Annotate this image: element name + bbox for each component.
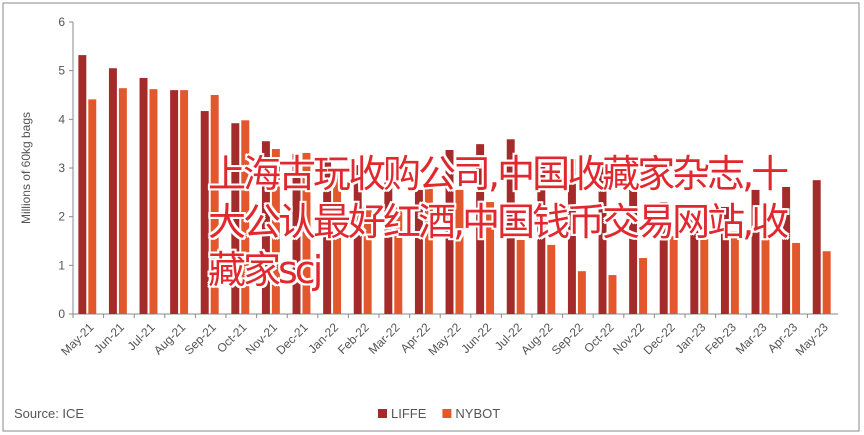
- x-tick-label: Sep-22: [549, 320, 586, 357]
- bar: [720, 206, 729, 314]
- bar: [567, 159, 576, 314]
- overlay-text: 上海古玩收购公司,中国收藏家杂志,十大公认最好红酒,中国钱币交易网站,收藏家sc…: [208, 152, 789, 292]
- legend-swatch: [378, 409, 387, 418]
- x-tick-label: Feb-23: [702, 320, 739, 357]
- y-axis-label: Millions of 60kg bags: [19, 112, 33, 224]
- bar: [629, 189, 638, 314]
- bar: [598, 167, 607, 314]
- x-tick-label: Jun-22: [458, 320, 494, 356]
- bar: [445, 149, 454, 314]
- bar: [271, 149, 280, 314]
- x-tick-label: May-22: [425, 320, 463, 358]
- legend-label: NYBOT: [455, 406, 500, 421]
- bar: [231, 123, 240, 314]
- x-tick-label: Feb-22: [335, 320, 372, 357]
- bar: [149, 89, 158, 314]
- y-tick-label: 1: [58, 258, 65, 272]
- bar: [822, 251, 831, 314]
- bar: [118, 88, 127, 314]
- bar: [292, 153, 301, 314]
- x-tick-label: Jan-23: [673, 320, 709, 356]
- x-tick-label: Sep-21: [182, 320, 219, 357]
- bar: [210, 95, 219, 314]
- y-tick-label: 6: [58, 15, 65, 29]
- bar: [108, 68, 117, 314]
- bar: [333, 172, 342, 314]
- y-tick-label: 2: [58, 210, 65, 224]
- x-tick-label: Dec-21: [273, 320, 310, 357]
- bar: [200, 111, 209, 314]
- bar: [577, 271, 586, 314]
- bar: [323, 160, 332, 314]
- bar: [302, 152, 311, 314]
- x-tick-label: Jan-22: [305, 320, 341, 356]
- bar: [690, 216, 699, 314]
- x-tick-label: Dec-22: [641, 320, 678, 357]
- legend-swatch: [442, 409, 452, 418]
- bar: [506, 139, 515, 314]
- x-tick-label: May-21: [58, 320, 96, 358]
- y-tick-label: 5: [58, 64, 65, 78]
- bar: [700, 236, 709, 314]
- bar: [241, 120, 250, 314]
- bar: [792, 242, 801, 314]
- bar: [414, 189, 423, 314]
- x-tick-label: Aug-22: [518, 320, 555, 357]
- bar: [486, 202, 495, 314]
- bar: [353, 165, 362, 314]
- bar: [547, 244, 556, 314]
- bar: [88, 99, 97, 314]
- bar: [363, 206, 372, 314]
- x-tick-label: Nov-22: [610, 320, 647, 357]
- x-tick-label: Jun-21: [91, 320, 127, 356]
- bar: [180, 90, 189, 314]
- bar: [78, 55, 87, 315]
- bar: [476, 144, 485, 314]
- bar: [639, 258, 648, 314]
- x-tick-label: May-23: [793, 320, 831, 358]
- bar: [669, 236, 678, 314]
- bar: [424, 187, 433, 314]
- y-tick-label: 0: [58, 307, 65, 321]
- x-tick-label: Mar-23: [733, 320, 770, 357]
- bar: [455, 189, 464, 314]
- bar: [659, 202, 668, 314]
- legend-label: LIFFE: [391, 406, 427, 421]
- bar: [537, 158, 546, 314]
- source: Source: ICE: [14, 406, 84, 421]
- bar: [261, 141, 270, 314]
- bar: [782, 186, 791, 314]
- y-tick-label: 3: [58, 161, 65, 175]
- bar: [170, 90, 179, 314]
- bar: [384, 156, 393, 314]
- x-tick-label: Nov-21: [243, 320, 280, 357]
- bar: [516, 240, 525, 314]
- bar: [761, 237, 770, 314]
- bar: [608, 275, 617, 314]
- bar: [751, 189, 760, 314]
- bar: [139, 77, 148, 314]
- bar: [730, 231, 739, 314]
- x-tick-label: Mar-22: [366, 320, 403, 357]
- y-tick-label: 4: [58, 112, 65, 126]
- x-tick-label: Aug-21: [151, 320, 188, 357]
- bar: [394, 206, 403, 314]
- bar: [812, 180, 821, 314]
